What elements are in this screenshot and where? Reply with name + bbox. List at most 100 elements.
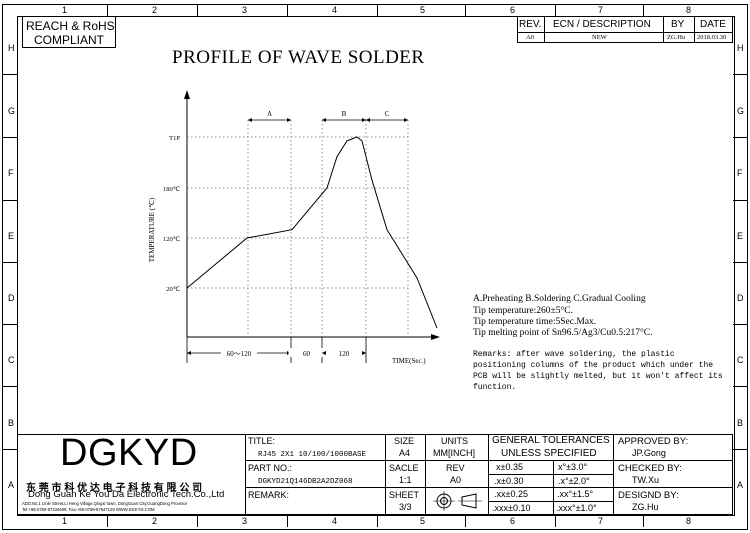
frame-column-bottom-7: 7: [598, 516, 604, 526]
page-title: PROFILE OF WAVE SOLDER: [172, 47, 425, 68]
tb-divider-size: [425, 434, 426, 515]
tolerance-row-4-angle: .xxx°±1.0°: [556, 503, 597, 513]
x-axis-label: TIME(Sec.): [392, 357, 426, 365]
time-seg-label-bg: [326, 348, 362, 357]
notes-line-3: Tip melting point of Sn96.5/Ag3/Cu0.5:21…: [473, 328, 653, 338]
frame-tick: [2, 74, 17, 75]
remark-line-1: Remarks: after wave soldering, the plast…: [473, 350, 675, 359]
zone-arrow-r: [404, 118, 408, 122]
frame-row-left-E: E: [8, 231, 15, 241]
frame-row-left-A: A: [8, 480, 15, 490]
time-seg-label-bg: [221, 348, 257, 357]
approved-label: APPROVED BY:: [618, 436, 689, 447]
tolerance-row-1-angle: x°±3.0°: [558, 462, 588, 472]
frame-tick: [377, 4, 378, 17]
zone-label-A: A: [267, 110, 272, 118]
rev-value: A0: [450, 475, 462, 485]
tolerance-title-1: GENERAL TOLERANCES: [492, 435, 610, 446]
frame-row-left-F: F: [8, 168, 14, 178]
revision-col-divider-1: [544, 16, 545, 43]
frame-row-right-A: A: [737, 480, 744, 490]
frame-column-top-8: 8: [686, 5, 692, 15]
tb-hline-checked: [613, 487, 733, 488]
revision-row-by: ZG.Hu: [667, 34, 686, 41]
tolerance-row-1-linear: x±0.35: [496, 462, 523, 472]
frame-row-right-F: F: [737, 168, 743, 178]
frame-column-bottom-6: 6: [510, 516, 516, 526]
remark-line-2: positioning columns of the product which…: [473, 361, 714, 370]
checked-label: CHECKED BY:: [618, 463, 682, 474]
zone-arrow-l: [322, 118, 326, 122]
revision-col-divider-3: [694, 16, 695, 43]
revision-divider: [517, 32, 733, 33]
frame-tick: [197, 4, 198, 17]
remark-line-3: PCB will be slightly melted, but it won'…: [473, 372, 723, 381]
tb-hline-approve: [613, 460, 733, 461]
frame-column-bottom-5: 5: [420, 516, 426, 526]
frame-row-right-H: H: [737, 43, 744, 53]
compliance-line-1: REACH & RoHS: [26, 19, 115, 33]
frame-tick: [555, 514, 556, 527]
compliance-line-2: COMPLIANT: [34, 33, 105, 47]
revision-col-divider-2: [663, 16, 664, 43]
designed-label: DESIGND BY:: [618, 490, 679, 501]
inner-frame: [17, 16, 735, 516]
tolerance-title-2: UNLESS SPECIFIED: [501, 448, 597, 459]
y-tick-label: 120℃: [163, 236, 181, 243]
frame-column-top-6: 6: [510, 5, 516, 15]
sheet-label: SHEET: [389, 490, 420, 500]
time-seg-label: 60～120: [227, 350, 252, 358]
frame-row-left-G: G: [8, 106, 16, 116]
y-axis-label: TEMPERATURE (℃): [148, 197, 156, 262]
frame-tick: [465, 514, 466, 527]
tolerance-row-3-angle: .xx°±1.5°: [557, 489, 594, 499]
tolerance-row-4-linear: .xxx±0.10: [492, 503, 531, 513]
frame-tick: [2, 449, 17, 450]
frame-tick: [555, 4, 556, 17]
frame-tick: [643, 4, 644, 17]
frame-tick: [287, 4, 288, 17]
title-block: [17, 434, 733, 515]
frame-row-left-H: H: [8, 43, 15, 53]
frame-tick: [2, 262, 17, 263]
temperature-profile-line: [186, 136, 438, 329]
tb-hline-2: [245, 487, 488, 488]
frame-row-right-G: G: [737, 106, 745, 116]
tb-hline-1: [245, 460, 613, 461]
revision-table: [517, 16, 733, 43]
frame-tick: [2, 386, 17, 387]
checked-value: TW.Xu: [632, 475, 660, 485]
time-seg-label: 120: [339, 350, 350, 358]
frame-tick: [733, 137, 748, 138]
frame-tick: [733, 449, 748, 450]
frame-column-top-3: 3: [242, 5, 248, 15]
frame-column-top-2: 2: [152, 5, 158, 15]
notes-legend: A.Preheating B.Soldering C.Gradual Cooli…: [473, 294, 646, 304]
part-value: DGKYD21Q146DB2A2DZ068: [258, 478, 353, 486]
frame-tick: [197, 514, 198, 527]
frame-column-top-7: 7: [598, 5, 604, 15]
size-value: A4: [399, 448, 411, 458]
frame-row-left-D: D: [8, 293, 15, 303]
y-tick-label: 20℃: [166, 286, 181, 293]
revision-header-ecn: ECN / DESCRIPTION: [553, 19, 651, 30]
frame-row-right-C: C: [737, 355, 744, 365]
remark-label: REMARK:: [248, 490, 290, 500]
frame-column-bottom-8: 8: [686, 516, 692, 526]
zone-label-C: C: [385, 110, 390, 118]
y-tick-label: T1P: [169, 135, 180, 142]
wave-solder-chart: 20℃ 120℃ 180℃ T1P TEMPERATURE (℃) A B C 60～120 60…: [148, 90, 440, 365]
tolerance-row-3-linear: .xx±0.25: [494, 489, 528, 499]
revision-header-date: DATE: [700, 19, 726, 30]
y-axis-arrow: [184, 90, 190, 99]
frame-tick: [733, 386, 748, 387]
revision-row-date: 2018.03.30: [697, 34, 727, 41]
frame-row-left-C: C: [8, 355, 15, 365]
company-chinese-name: 东 莞 市 科 优 达 电 子 科 技 有 限 公 司: [26, 483, 203, 494]
frame-tick: [733, 200, 748, 201]
frame-row-right-B: B: [737, 418, 744, 428]
units-label: UNITS: [441, 436, 468, 446]
revision-header-by: BY: [671, 19, 685, 30]
units-value: MM[INCH]: [433, 448, 475, 458]
notes-line-2: Tip temperature time:5Sec.Max.: [473, 317, 597, 327]
